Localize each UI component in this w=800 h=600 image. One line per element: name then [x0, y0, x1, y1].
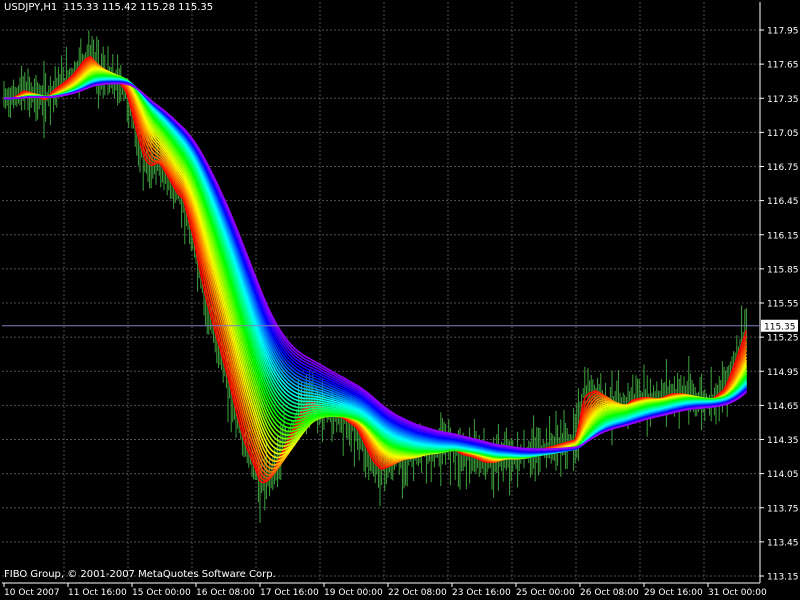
ma-line — [4, 82, 747, 452]
ma-ribbon — [4, 55, 748, 484]
x-tick-label: 26 Oct 08:00 — [580, 588, 639, 598]
y-tick-label: 117.95 — [767, 27, 799, 37]
y-tick-label: 114.95 — [767, 368, 799, 378]
chart-header: USDJPY,H1 115.33 115.42 115.28 115.35 — [4, 2, 213, 13]
ohlc-readout: 115.33 115.42 115.28 115.35 — [63, 2, 214, 13]
x-tick-label: 10 Oct 2007 — [4, 588, 60, 598]
y-tick-label: 117.35 — [767, 95, 799, 105]
ma-line — [4, 82, 747, 450]
y-tick-label: 115.85 — [767, 265, 799, 275]
y-tick-label: 115.25 — [767, 334, 799, 344]
y-tick-label: 114.05 — [767, 470, 799, 480]
copyright-label: FIBO Group, © 2001-2007 MetaQuotes Softw… — [4, 569, 276, 580]
current-price-marker: 115.35 — [2, 319, 798, 332]
current-price-label: 115.35 — [764, 322, 796, 332]
ma-line — [4, 81, 747, 454]
x-tick-label: 29 Oct 16:00 — [644, 588, 703, 598]
ma-line — [4, 80, 747, 454]
x-tick-label: 15 Oct 00:00 — [132, 588, 191, 598]
y-tick-label: 113.15 — [767, 573, 799, 583]
x-tick-label: 31 Oct 00:00 — [708, 588, 767, 598]
y-tick-label: 117.65 — [767, 61, 799, 71]
ma-line — [4, 82, 747, 452]
ma-line — [4, 81, 747, 453]
x-axis-labels: 10 Oct 2007 11 Oct 16:00 15 Oct 00:00 16 Oc… — [3, 583, 767, 598]
y-tick-label: 116.45 — [767, 197, 799, 207]
axes — [2, 2, 761, 584]
ma-line — [4, 82, 747, 451]
y-tick-label: 113.45 — [767, 538, 799, 548]
x-tick-label: 11 Oct 16:00 — [68, 588, 127, 598]
x-tick-label: 16 Oct 08:00 — [196, 588, 255, 598]
x-tick-label: 22 Oct 08:00 — [388, 588, 447, 598]
y-tick-label: 117.05 — [767, 129, 799, 139]
ma-line — [4, 80, 747, 455]
y-tick-label: 114.65 — [767, 402, 799, 412]
y-tick-label: 116.15 — [767, 231, 799, 241]
grid-lines — [2, 2, 760, 583]
symbol-label: USDJPY,H1 — [4, 2, 58, 13]
ma-line — [4, 81, 747, 454]
x-tick-label: 19 Oct 00:00 — [324, 588, 383, 598]
x-tick-label: 23 Oct 16:00 — [452, 588, 511, 598]
x-tick-label: 17 Oct 16:00 — [260, 588, 319, 598]
y-tick-label: 113.75 — [767, 504, 799, 514]
y-tick-label: 116.75 — [767, 163, 799, 173]
y-tick-label: 115.55 — [767, 300, 799, 310]
y-tick-label: 114.35 — [767, 436, 799, 446]
ma-line — [4, 80, 747, 455]
current-price-box — [761, 319, 798, 332]
x-tick-label: 25 Oct 00:00 — [516, 588, 575, 598]
ma-line — [4, 81, 747, 453]
y-axis-labels: 117.95 117.65 117.35 117.05 116.75 116.45 116.… — [760, 27, 799, 583]
